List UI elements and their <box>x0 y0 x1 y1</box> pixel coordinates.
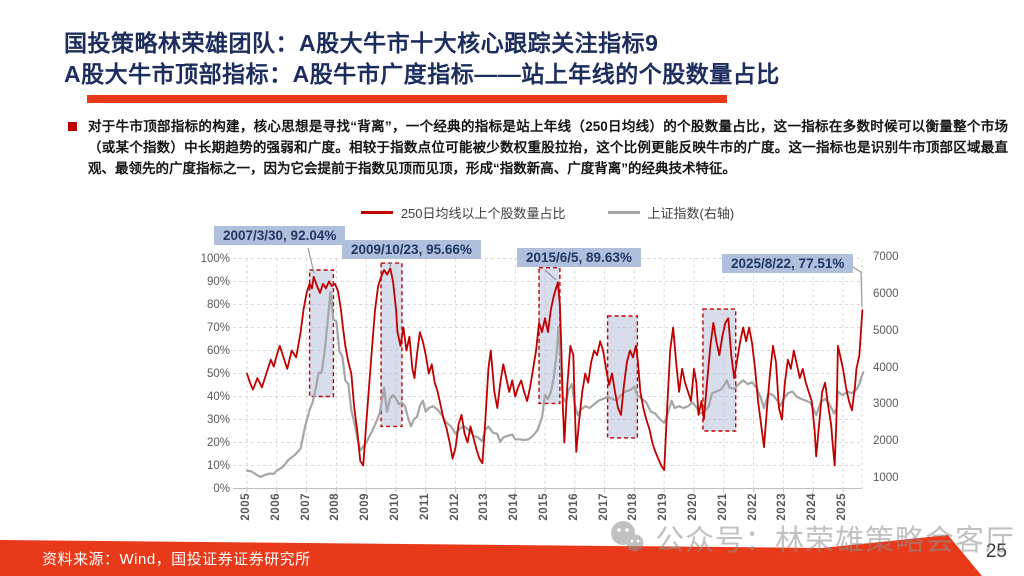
title-block: 国投策略林荣雄团队：A股大牛市十大核心跟踪关注指标9 A股大牛市顶部指标：A股牛… <box>64 28 1014 90</box>
y-axis-label-left: 10% <box>206 459 230 472</box>
x-axis-label: 2017 <box>597 493 610 521</box>
x-axis-label: 2023 <box>776 493 789 521</box>
y-axis-label-left: 0% <box>213 482 230 495</box>
y-axis-label-left: 40% <box>206 390 230 403</box>
y-axis-label-left: 80% <box>206 298 230 311</box>
x-axis-label: 2021 <box>716 493 729 521</box>
x-axis-label: 2022 <box>746 493 759 521</box>
y-axis-label-right: 5000 <box>873 324 899 337</box>
y-axis-label-left: 20% <box>206 436 230 449</box>
y-axis-label-left: 30% <box>206 413 230 426</box>
y-axis-label-left: 100% <box>200 252 230 265</box>
y-axis-label-right: 6000 <box>873 287 899 300</box>
x-axis-label: 2009 <box>359 493 372 521</box>
sse-index-line <box>245 290 865 478</box>
x-axis-label: 2016 <box>567 493 580 521</box>
x-axis-label: 2020 <box>687 493 699 521</box>
bullet-row: 对于牛市顶部指标的构建，核心思想是寻找“背离”，一个经典的指标是站上年线（250… <box>66 116 1008 179</box>
y-axis-label-left: 60% <box>206 344 230 357</box>
legend-item: 250日均线以上个股数量占比 <box>360 203 566 222</box>
chart-legend: 250日均线以上个股数量占比 上证指数(右轴) <box>233 202 862 222</box>
x-axis-label: 2007 <box>299 493 312 521</box>
legend-label: 上证指数(右轴) <box>647 205 735 221</box>
legend-item: 上证指数(右轴) <box>607 203 735 222</box>
leader-line <box>850 265 863 308</box>
y-axis-label-left: 50% <box>206 367 230 380</box>
y-axis-label-right: 1000 <box>873 472 899 484</box>
legend-label: 250日均线以上个股数量占比 <box>400 205 566 221</box>
slide-title-line1: 国投策略林荣雄团队：A股大牛市十大核心跟踪关注指标9 <box>64 30 659 56</box>
annotation-callout: 2007/3/30, 92.04% <box>214 226 346 245</box>
slide-title-line2: A股大牛市顶部指标：A股牛市广度指标——站上年线的个股数量占比 <box>64 61 780 87</box>
leader-line <box>389 261 392 269</box>
y-axis-label-left: 70% <box>206 321 230 334</box>
bullet-text: 对于牛市顶部指标的构建，核心思想是寻找“背离”，一个经典的指标是站上年线（250… <box>88 119 1008 176</box>
legend-swatch <box>360 210 393 214</box>
y-axis-label-right: 2000 <box>873 435 899 448</box>
x-axis-label: 2019 <box>657 493 670 521</box>
x-axis-label: 2012 <box>448 493 461 521</box>
annotation-callout: 2009/10/23, 95.66% <box>342 240 481 259</box>
x-axis-label: 2018 <box>627 493 640 521</box>
highlight-box <box>308 269 335 398</box>
bullet-square-icon <box>68 122 77 131</box>
y-axis-label-left: 90% <box>206 275 230 288</box>
highlight-box <box>380 262 403 428</box>
x-axis-label: 2024 <box>806 493 819 521</box>
annotation-callout: 2025/8/22, 77.51% <box>722 254 854 273</box>
y-axis-label-right: 7000 <box>873 251 899 263</box>
y-axis-label-right: 4000 <box>873 361 899 374</box>
y-axis-label-right: 3000 <box>873 398 899 411</box>
x-axis-label: 2025 <box>836 493 848 521</box>
annotation-callout: 2015/6/5, 89.63% <box>517 248 641 267</box>
x-axis-label: 2013 <box>478 493 491 521</box>
x-axis-label: 2010 <box>389 493 401 521</box>
x-axis-label: 2014 <box>508 493 521 521</box>
leader-line <box>307 247 315 274</box>
footer-banner <box>0 535 982 576</box>
x-axis-label: 2011 <box>418 493 431 520</box>
x-axis-label: 2006 <box>269 493 282 521</box>
source-text: 资料来源：Wind，国投证券证券研究所 <box>42 551 311 568</box>
title-underline <box>87 95 727 103</box>
leader-line <box>544 269 557 281</box>
x-axis-label: 2008 <box>329 493 342 521</box>
x-axis-label: 2005 <box>240 493 252 521</box>
pct-above-ma250-line <box>246 267 864 472</box>
x-axis-label: 2015 <box>538 493 550 521</box>
page-number: 25 <box>985 541 1007 562</box>
legend-swatch <box>607 210 640 214</box>
